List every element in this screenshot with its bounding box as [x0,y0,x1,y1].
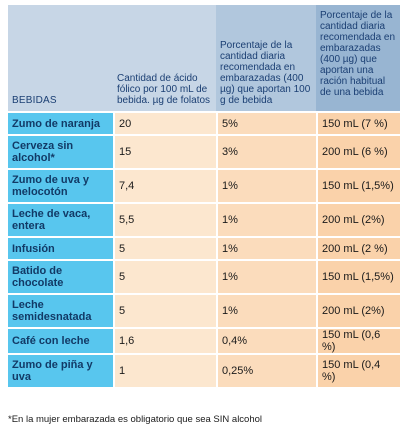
row-folatos: 15 [113,134,216,168]
row-folatos: 1,6 [113,327,216,353]
row-name: Leche de vaca, entera [8,202,113,236]
row-racion: 150 mL (7 %) [316,111,400,134]
row-racion: 200 mL (2%) [316,293,400,327]
header-folatos: Cantidad de ácido fólico por 100 mL de b… [113,5,216,111]
table-row: Leche semidesnatada 5 1% 200 mL (2%) [8,293,400,327]
table-row: Zumo de naranja 20 5% 150 mL (7 %) [8,111,400,134]
row-racion: 200 mL (6 %) [316,134,400,168]
table-row: Café con leche 1,6 0,4% 150 mL (0,6 %) [8,327,400,353]
header-pct-100g: Porcentaje de la cantidad diaria recomen… [216,5,316,111]
row-pct100: 1% [216,202,316,236]
table-row: Batido de chocolate 5 1% 150 mL (1,5%) [8,259,400,293]
header-bebidas: BEBIDAS [8,5,113,111]
row-folatos: 20 [113,111,216,134]
header-pct-racion: Porcentaje de la cantidad diaria recomen… [316,5,400,111]
row-racion: 200 mL (2%) [316,202,400,236]
row-folatos: 5 [113,293,216,327]
row-name: Batido de chocolate [8,259,113,293]
row-racion: 150 mL (1,5%) [316,259,400,293]
row-name: Zumo de uva y melocotón [8,168,113,202]
footnote: *En la mujer embarazada es obligatorio q… [8,414,263,425]
header-row: BEBIDAS Cantidad de ácido fólico por 100… [8,5,400,111]
folate-table: BEBIDAS Cantidad de ácido fólico por 100… [8,5,400,387]
row-racion: 150 mL (0,6 %) [316,327,400,353]
row-folatos: 1 [113,353,216,387]
row-racion: 200 mL (2 %) [316,236,400,259]
table-row: Leche de vaca, entera 5,5 1% 200 mL (2%) [8,202,400,236]
row-folatos: 5 [113,259,216,293]
row-name: Cerveza sin alcohol* [8,134,113,168]
table-row: Infusión 5 1% 200 mL (2 %) [8,236,400,259]
row-racion: 150 mL (0,4 %) [316,353,400,387]
row-pct100: 1% [216,293,316,327]
row-name: Café con leche [8,327,113,353]
row-pct100: 5% [216,111,316,134]
row-folatos: 5 [113,236,216,259]
row-pct100: 3% [216,134,316,168]
row-name: Zumo de piña y uva [8,353,113,387]
row-name: Zumo de naranja [8,111,113,134]
row-folatos: 5,5 [113,202,216,236]
table-row: Cerveza sin alcohol* 15 3% 200 mL (6 %) [8,134,400,168]
table-row: Zumo de uva y melocotón 7,4 1% 150 mL (1… [8,168,400,202]
row-pct100: 0,25% [216,353,316,387]
row-name: Infusión [8,236,113,259]
row-folatos: 7,4 [113,168,216,202]
row-racion: 150 mL (1,5%) [316,168,400,202]
row-name: Leche semidesnatada [8,293,113,327]
row-pct100: 1% [216,168,316,202]
row-pct100: 1% [216,236,316,259]
row-pct100: 0,4% [216,327,316,353]
row-pct100: 1% [216,259,316,293]
table-row: Zumo de piña y uva 1 0,25% 150 mL (0,4 %… [8,353,400,387]
folate-table-container: BEBIDAS Cantidad de ácido fólico por 100… [8,5,400,387]
